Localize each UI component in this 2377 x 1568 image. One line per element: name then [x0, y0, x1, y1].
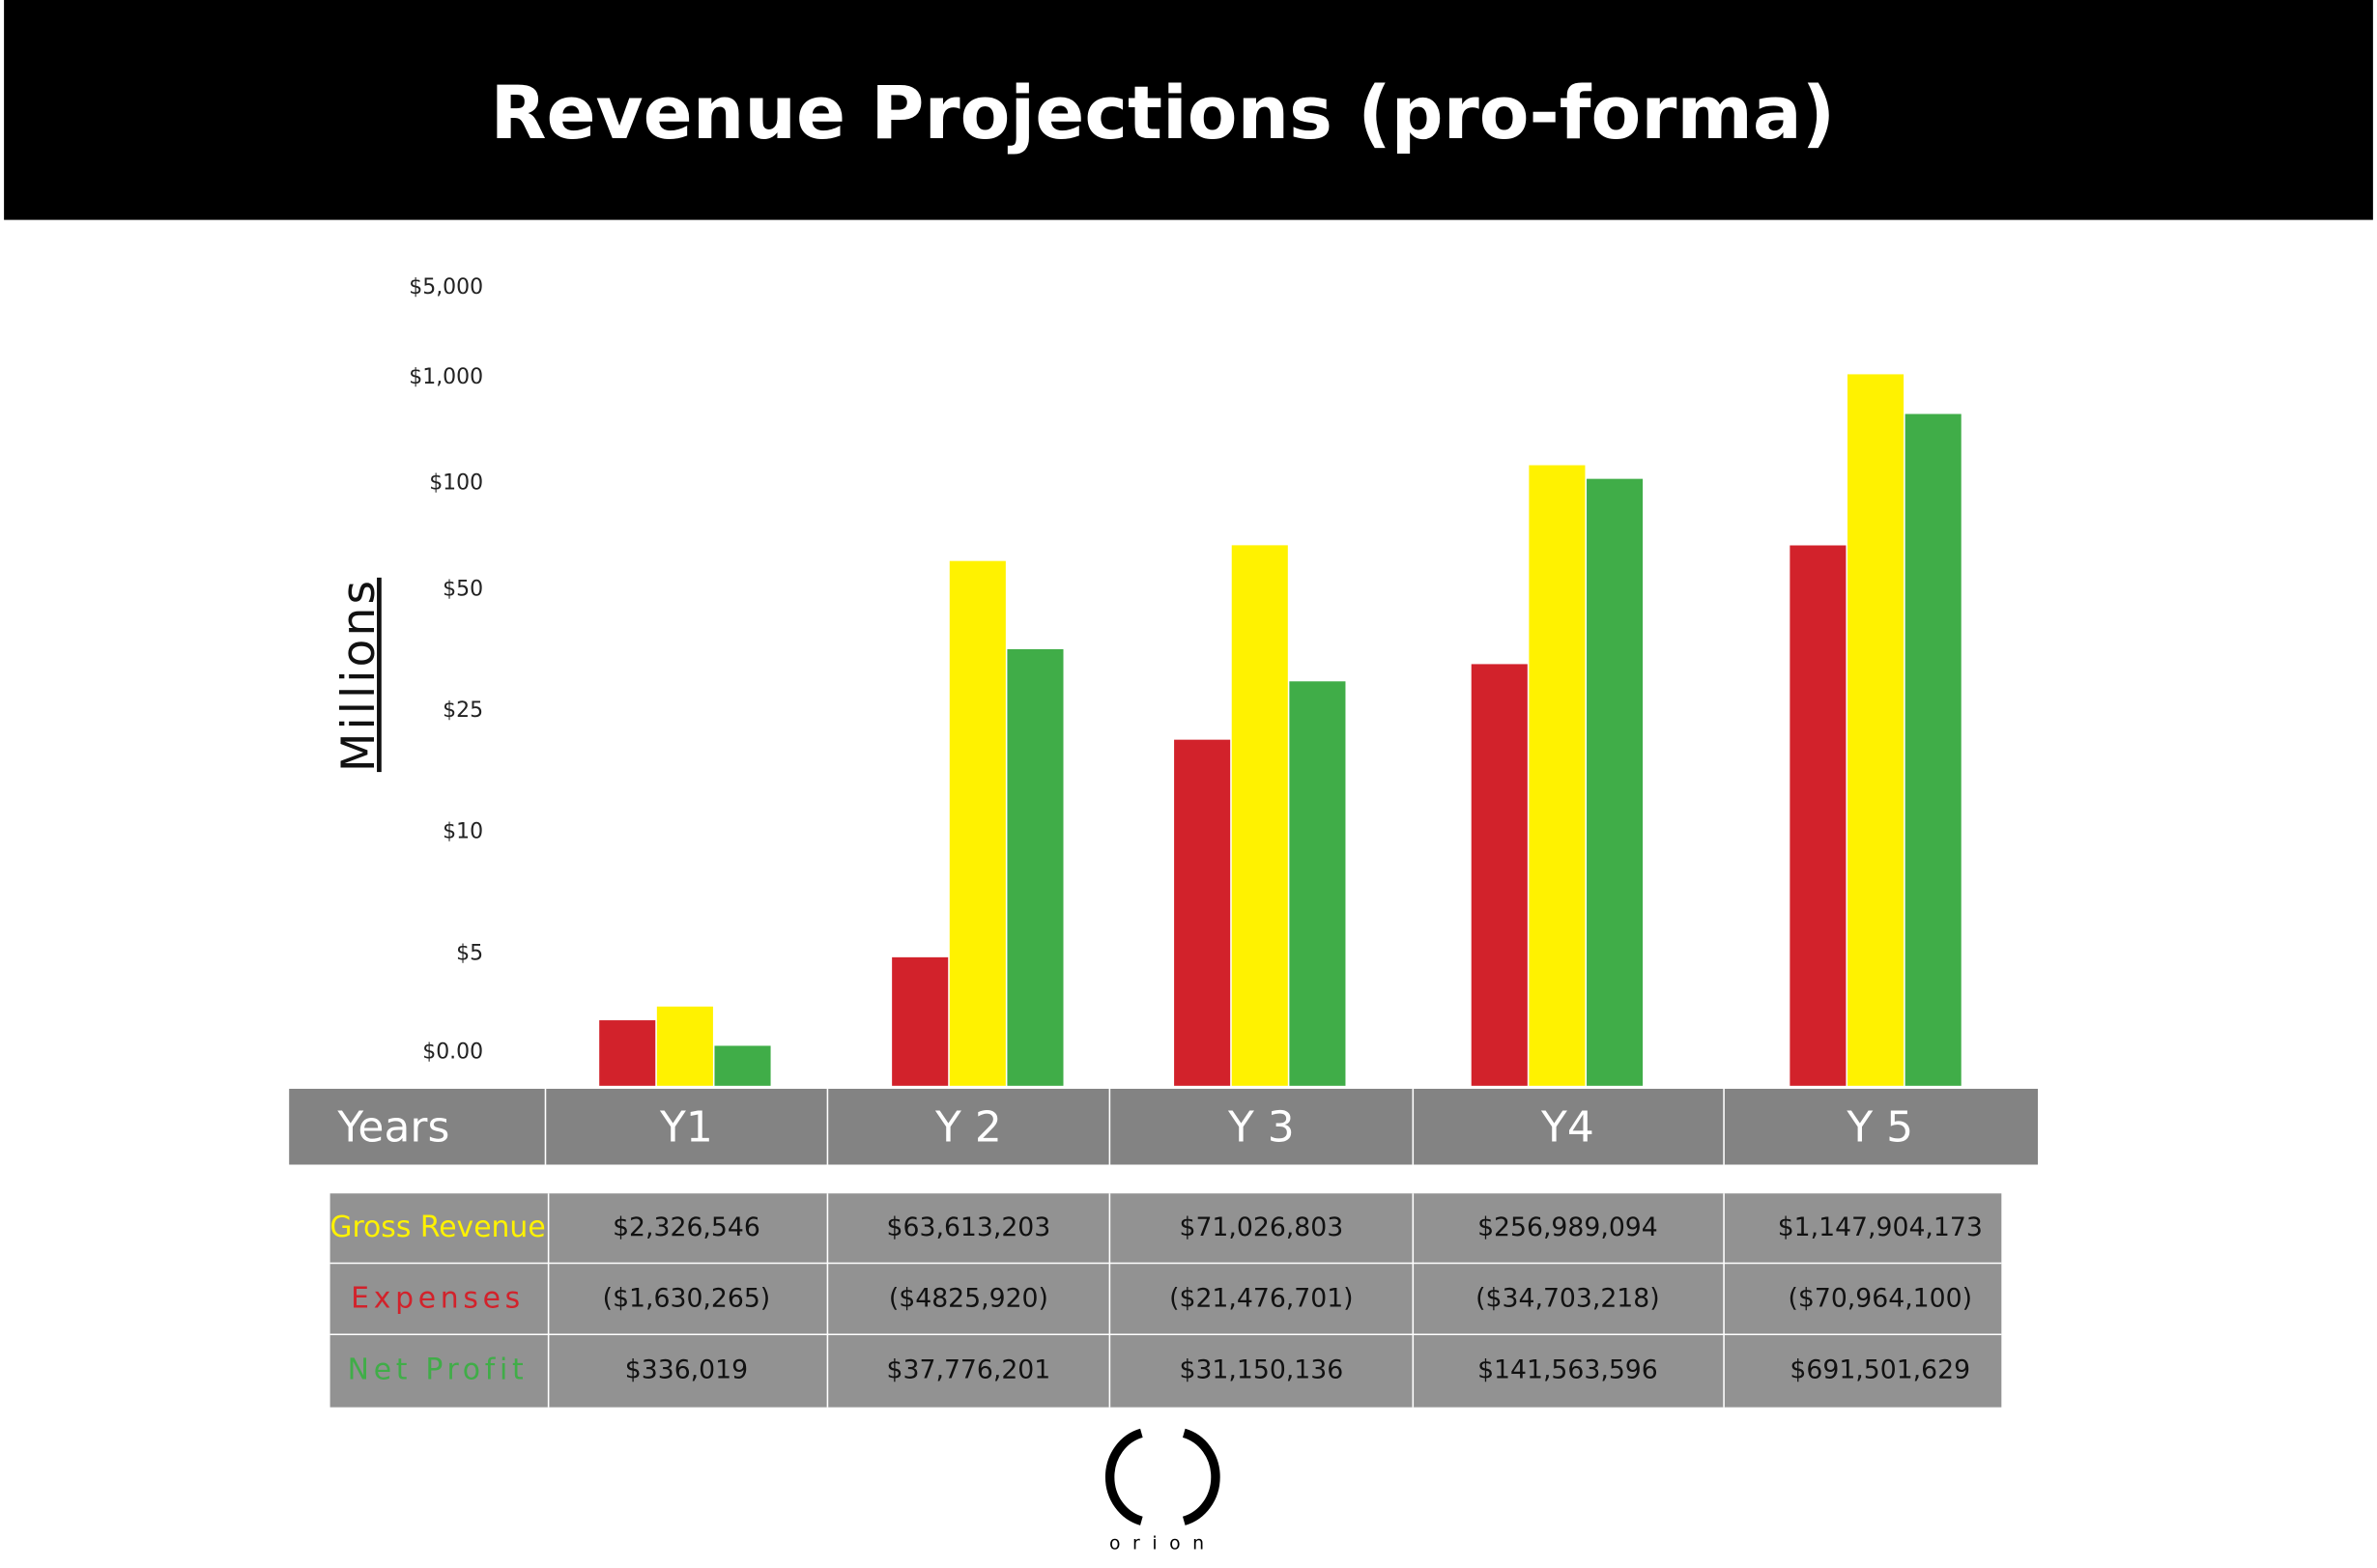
- bar: [1007, 648, 1064, 1086]
- y-tick-label: $50: [443, 578, 483, 602]
- y-tick-label: $25: [443, 698, 483, 723]
- x-tick-label: Y1: [659, 1102, 713, 1152]
- bar: [949, 560, 1006, 1086]
- bar: [892, 956, 949, 1086]
- x-axis-label: Years: [336, 1102, 449, 1152]
- x-tick-label: Y 5: [1846, 1102, 1913, 1152]
- bar: [1847, 374, 1904, 1086]
- bar: [1471, 664, 1528, 1086]
- bar: [1289, 681, 1346, 1086]
- bar: [1174, 739, 1231, 1086]
- logo-left: [1104, 1428, 1143, 1525]
- table-value: ($4825,920): [889, 1284, 1048, 1314]
- table-value: $37,776,201: [887, 1354, 1051, 1384]
- table-background: [329, 1193, 2002, 1408]
- x-tick-label: Y 2: [934, 1102, 1002, 1152]
- y-tick-label: $5,000: [409, 275, 483, 299]
- bar: [1529, 465, 1586, 1086]
- table-value: $2,326,546: [613, 1212, 760, 1242]
- legend-label: Expenses: [351, 1282, 525, 1316]
- table-value: ($34,703,218): [1475, 1284, 1660, 1314]
- logo-text: orion: [1109, 1533, 1217, 1554]
- table-value: ($70,964,100): [1789, 1284, 1973, 1314]
- years-band: [289, 1088, 2038, 1165]
- x-tick-label: Y 3: [1227, 1102, 1295, 1152]
- logo-mark: [1104, 1428, 1220, 1525]
- bar: [1904, 413, 1962, 1086]
- y-tick-label: $1,000: [409, 365, 483, 389]
- legend-label: Net Profit: [348, 1353, 529, 1386]
- table-value: ($21,476,701): [1169, 1284, 1353, 1314]
- table-value: $336,019: [625, 1354, 748, 1384]
- chart-title: Revenue Projections (pro-forma): [490, 71, 1835, 156]
- bar: [1790, 545, 1847, 1086]
- table-value: $1,147,904,173: [1778, 1212, 1983, 1242]
- y-tick-label: $0.00: [422, 1040, 483, 1064]
- y-tick-label: $5: [456, 941, 483, 965]
- table-value: $141,563,596: [1477, 1354, 1658, 1384]
- y-tick-label: $100: [429, 471, 483, 496]
- table-value: $691,501,629: [1790, 1354, 1970, 1384]
- table-value: $256,989,094: [1477, 1212, 1658, 1242]
- bar: [1587, 478, 1644, 1086]
- bar: [656, 1006, 713, 1086]
- header-bar: [4, 0, 2373, 220]
- x-tick-label: Y4: [1540, 1102, 1594, 1152]
- y-axis-label: Millions: [332, 578, 386, 772]
- table-value: ($1,630,265): [603, 1284, 771, 1314]
- logo-right: [1182, 1428, 1220, 1525]
- table-value: $31,150,136: [1179, 1354, 1343, 1384]
- y-tick-label: $10: [443, 820, 483, 844]
- bar: [1231, 545, 1288, 1086]
- legend-label: Gross Revenue: [329, 1211, 545, 1244]
- table-value: $63,613,203: [887, 1212, 1051, 1242]
- bar: [714, 1045, 771, 1086]
- bar: [599, 1020, 656, 1086]
- table-value: $71,026,803: [1179, 1212, 1343, 1242]
